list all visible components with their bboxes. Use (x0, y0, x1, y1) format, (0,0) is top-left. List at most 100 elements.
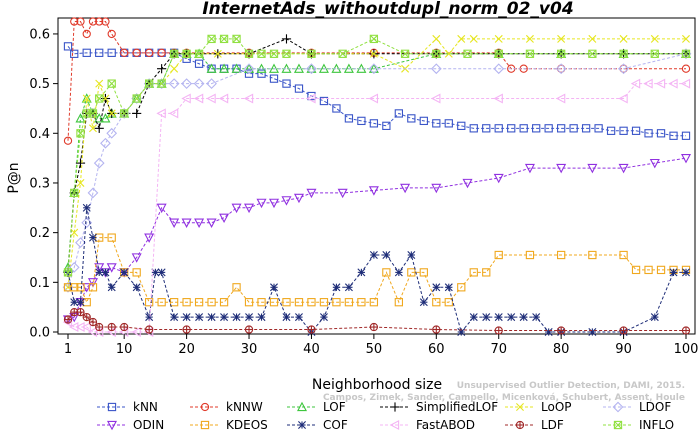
data-point (206, 78, 217, 89)
data-point (444, 298, 453, 307)
data-point (419, 268, 428, 277)
series-line (67, 38, 686, 273)
data-point (482, 268, 491, 277)
data-point (244, 49, 254, 58)
data-point (382, 121, 391, 130)
data-point (243, 93, 254, 104)
data-point (245, 313, 254, 322)
data-point (68, 262, 80, 273)
data-point (306, 63, 317, 75)
legend-marker (389, 419, 400, 431)
data-point (619, 126, 628, 135)
data-point (87, 326, 98, 338)
legend-entry-odin: ODIN (97, 418, 164, 432)
data-point (81, 283, 92, 293)
data-point (220, 313, 229, 322)
data-point (555, 63, 567, 75)
data-point (650, 34, 659, 43)
data-point (244, 298, 254, 307)
data-point (82, 48, 91, 57)
data-point (524, 163, 535, 174)
data-point (195, 313, 204, 322)
data-point (206, 93, 216, 104)
data-point (555, 93, 566, 104)
data-point (444, 49, 453, 58)
data-point (407, 251, 416, 259)
data-point (630, 78, 641, 89)
data-point (369, 49, 378, 58)
watermark-line-1: Unsupervised Outlier Detection, DAMI, 20… (457, 381, 685, 391)
data-point (581, 124, 591, 133)
data-point (182, 313, 191, 322)
data-point (107, 48, 116, 57)
y-tick-label: 0.4 (29, 127, 50, 142)
data-point (170, 64, 179, 73)
data-point (268, 198, 280, 209)
data-point (144, 233, 155, 243)
data-point (207, 298, 216, 307)
data-point (668, 78, 678, 89)
data-point (75, 113, 86, 123)
legend-marker (390, 402, 400, 412)
y-tick-label: 0.3 (29, 176, 50, 191)
legend-marker (106, 420, 118, 431)
y-tick-label: 0.5 (29, 77, 50, 92)
data-point (194, 218, 205, 228)
x-tick-label: 20 (178, 342, 195, 357)
data-point (631, 265, 641, 275)
data-point (132, 283, 141, 292)
data-point (507, 313, 516, 322)
data-point (507, 124, 516, 133)
data-point (306, 188, 317, 199)
series-fastabod (62, 78, 691, 338)
legend-label: LDF (541, 418, 564, 432)
data-point (257, 298, 266, 307)
data-point (256, 198, 267, 209)
series-line (67, 38, 686, 273)
x-tick-label: 100 (674, 342, 699, 357)
data-point (94, 263, 105, 273)
plot-area (62, 17, 692, 338)
data-point (95, 268, 104, 277)
data-point (76, 129, 85, 138)
data-point (100, 113, 111, 123)
data-point (87, 187, 99, 199)
data-point (107, 283, 116, 292)
data-point (306, 93, 316, 104)
series-line (67, 53, 687, 288)
data-point (544, 124, 553, 133)
legend-label: FastABOD (416, 418, 475, 432)
data-point (457, 121, 466, 130)
x-axis-label: Neighborhood size (312, 377, 442, 393)
data-point (93, 157, 105, 169)
data-point (157, 48, 166, 57)
data-point (95, 94, 104, 103)
data-point (650, 313, 659, 322)
legend-marker (516, 403, 524, 411)
legend-entry-simplifiedlof: SimplifiedLOF (380, 400, 498, 414)
data-point (76, 178, 85, 187)
data-point (243, 63, 255, 75)
data-point (444, 119, 453, 128)
data-point (557, 250, 566, 260)
data-point (432, 283, 441, 292)
data-point (281, 196, 292, 206)
data-point (681, 326, 691, 335)
data-point (344, 298, 354, 307)
data-point (95, 48, 104, 57)
data-point (170, 313, 179, 322)
legend-marker (107, 402, 117, 412)
data-point (368, 186, 379, 196)
data-point (681, 49, 691, 58)
data-point (588, 250, 597, 260)
data-point (151, 268, 160, 277)
data-point (655, 78, 666, 89)
data-point (70, 49, 79, 58)
legend-entry-loop: LoOP (505, 400, 572, 414)
legend-label: INFLO (639, 418, 674, 432)
y-tick-label: 0.6 (29, 27, 50, 42)
data-point (95, 79, 104, 88)
data-point (88, 109, 98, 118)
x-axis: 1 10 20 30 40 50 60 70 80 90 100 (64, 334, 699, 357)
